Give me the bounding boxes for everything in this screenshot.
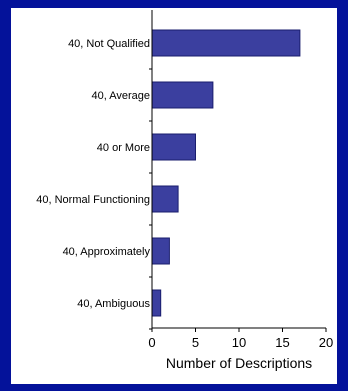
category-labels-group: 40, Not Qualified 40, Average 40 or More 40… [36, 38, 152, 330]
x-tick-label: 5 [192, 335, 199, 350]
bar [151, 237, 170, 265]
category-label: 40, Ambiguous [77, 298, 150, 310]
category-label: 40, Approximately [63, 246, 151, 258]
category-label: 40 or More [97, 142, 150, 154]
bar [151, 289, 162, 317]
chart-panel: 40, Not Qualified 40, Average 40 or More 40… [11, 8, 337, 384]
category-label: 40, Not Qualified [68, 38, 150, 50]
x-tick-label: 10 [232, 335, 246, 350]
bar-chart: 40, Not Qualified 40, Average 40 or More 40… [36, 10, 333, 371]
x-tick-label: 15 [275, 335, 289, 350]
bar [151, 29, 301, 57]
category-label: 40, Average [91, 90, 150, 102]
category-label: 40, Normal Functioning [36, 194, 150, 206]
x-tick-label: 0 [148, 335, 155, 350]
bar [151, 185, 179, 213]
x-tick-label: 20 [319, 335, 333, 350]
x-ticks-group: 0 5 10 15 20 [148, 328, 333, 350]
bars-group [151, 29, 301, 317]
x-axis-label: Number of Descriptions [166, 355, 312, 371]
bar [151, 133, 196, 161]
bar [151, 81, 214, 109]
